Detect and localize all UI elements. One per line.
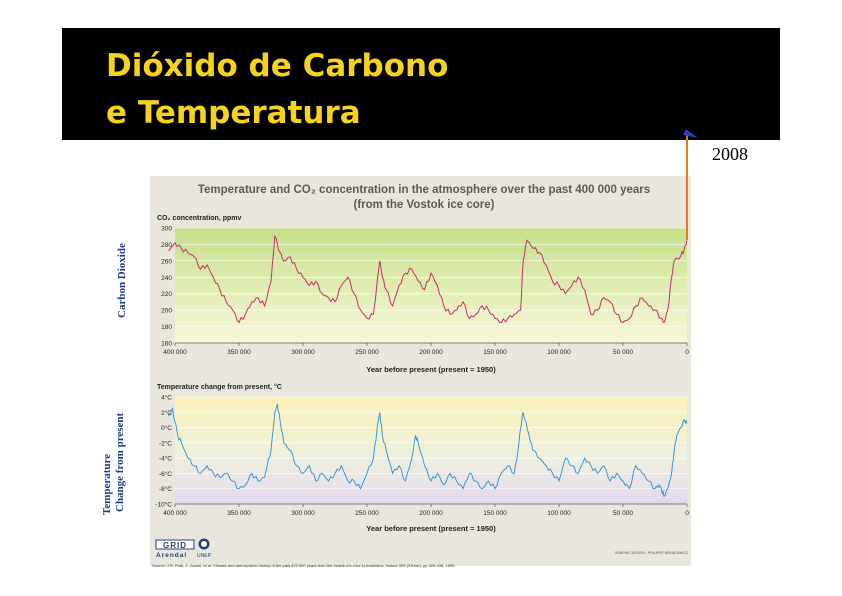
- co2-y-ticks: 300 280 260 240 220 200 180 160: [161, 226, 172, 348]
- figure-credit: GRAPHIC DESIGN : PHILIPPE REKACEWICZ: [615, 551, 689, 555]
- co2-x-tick-label: 350 000: [227, 349, 251, 356]
- co2-x-tick-label: 150 000: [483, 349, 507, 356]
- slide-title-line1: Dióxido de Carbono: [106, 48, 449, 84]
- co2-ylabel: CO₂ concentration, ppmv: [157, 215, 242, 222]
- temp-x-ticks: 400 000 350 000 300 000 250 000 200 000 150 0…: [163, 503, 689, 517]
- co2-y-tick-label: 240: [161, 275, 172, 282]
- temp-x-tick-label: 150 000: [483, 510, 507, 517]
- co2-series-line: [168, 234, 688, 324]
- temp-y-tick-label: -10°C: [155, 501, 172, 509]
- temp-x-tick-label: 50 000: [613, 510, 633, 517]
- temp-y-tick-label: -6°C: [159, 470, 172, 478]
- co2-y-tick-label: 260: [161, 258, 172, 265]
- temp-y-tick-label: 0°C: [161, 424, 172, 432]
- arendal-logo-text: Arendal: [156, 552, 187, 559]
- title-banner: [62, 28, 780, 140]
- temp-x-tick-label: 100 000: [547, 510, 571, 517]
- co2-x-tick-label: 50 000: [613, 349, 633, 356]
- unep-globe-inner-icon: [201, 541, 207, 547]
- co2-y-tick-label: 220: [161, 291, 172, 298]
- co2-x-tick-label: 200 000: [419, 349, 443, 356]
- co2-y-tick-label: 200: [161, 308, 172, 315]
- co2-y-tick-label: 160: [161, 341, 172, 348]
- co2-y-tick-label: 280: [161, 242, 172, 249]
- co2-x-tick-label: 100 000: [547, 349, 571, 356]
- co2-y-tick-label: 300: [161, 226, 172, 233]
- temp-y-tick-label: 2°C: [161, 409, 172, 417]
- co2-plot-area: [175, 228, 687, 343]
- annotation-2008: 2008: [712, 144, 748, 164]
- temp-y-tick-label: -8°C: [159, 485, 172, 493]
- temp-x-tick-label: 300 000: [291, 510, 315, 517]
- temp-x-tick-label: 250 000: [355, 510, 379, 517]
- temp-y-tick-label: -2°C: [159, 439, 172, 447]
- grid-logo-box: [155, 539, 195, 550]
- co2-x-tick-label: 300 000: [291, 349, 315, 356]
- arrow-2008-head: [683, 129, 698, 138]
- co2-x-tick-label: 0: [685, 349, 689, 356]
- figure-source: Source: J.R. Petit, J. Jouzel, et al. Cl…: [152, 563, 456, 568]
- figure-title-line2: (from the Vostok ice core): [353, 199, 494, 211]
- co2-xlabel: Year before present (present = 1950): [366, 365, 496, 374]
- temp-x-tick-label: 200 000: [419, 510, 443, 517]
- slide-title-line2: e Temperatura: [106, 95, 361, 131]
- temp-x-tick-label: 350 000: [227, 510, 251, 517]
- temp-y-tick-label: -4°C: [159, 455, 172, 463]
- temp-ylabel: Temperature change from present, °C: [157, 383, 282, 391]
- temp-xlabel: Year before present (present = 1950): [366, 524, 496, 533]
- figure-title-line1: Temperature and CO₂ concentration in the…: [198, 184, 650, 196]
- grid-logo-text: GRID: [163, 541, 187, 550]
- temp-y-tick-label: 4°C: [161, 394, 172, 402]
- unep-logo-text: UNEP: [197, 553, 212, 559]
- temp-plot-area: [175, 397, 687, 504]
- co2-x-tick-label: 250 000: [355, 349, 379, 356]
- co2-y-tick-label: 180: [161, 324, 172, 331]
- co2-x-ticks: 400 000 350 000 300 000 250 000 200 000 150 0…: [163, 342, 689, 356]
- co2-x-tick-label: 400 000: [163, 349, 187, 356]
- temp-series-line: [168, 403, 688, 498]
- temp-x-tick-label: 0: [685, 510, 689, 517]
- temp-y-ticks: 4°C 2°C 0°C -2°C -4°C -6°C -8°C -10°C: [155, 394, 172, 509]
- temp-x-tick-label: 400 000: [163, 510, 187, 517]
